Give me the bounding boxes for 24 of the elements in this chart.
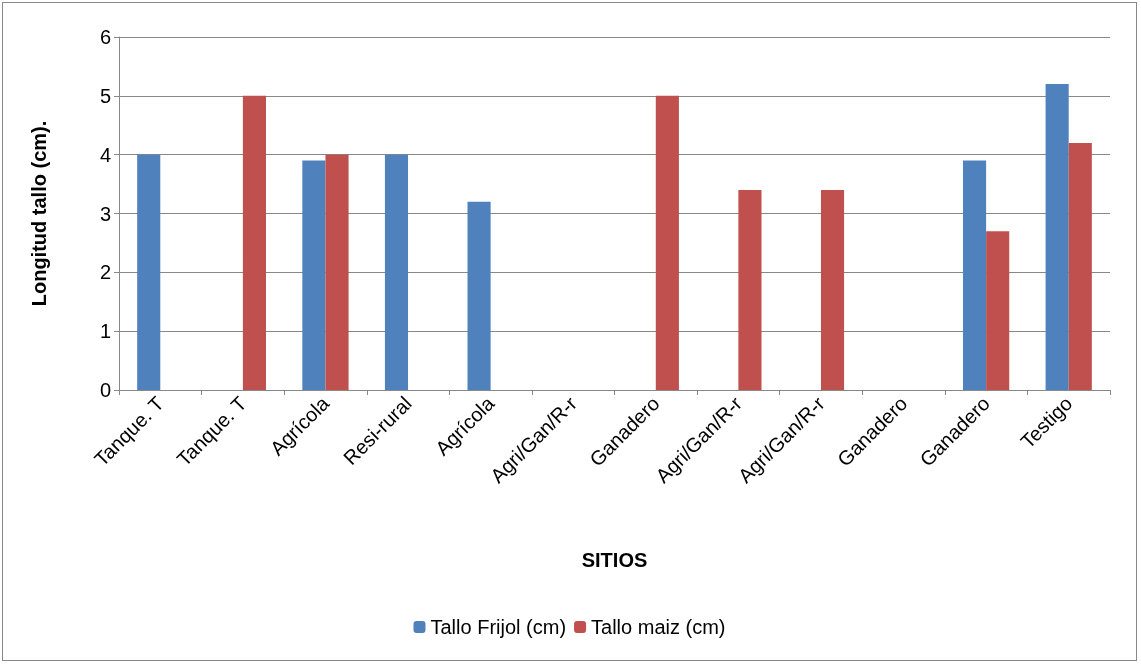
bar [242,95,266,390]
legend-label: Tallo maiz (cm) [591,616,726,638]
y-tick-label: 5 [99,84,111,107]
y-tick-label: 2 [99,261,111,284]
y-axis-title: Longitud tallo (cm). [28,120,50,307]
bar [963,160,987,390]
bar [384,154,409,390]
bar [986,231,1010,390]
bar [302,160,326,390]
bar [738,189,762,390]
y-tick-label: 6 [99,26,111,48]
y-tick-label: 0 [99,379,111,401]
legend-label: Tallo Frijol (cm) [430,616,567,638]
bar [655,95,679,390]
bar [325,154,349,390]
bar [820,189,845,390]
y-tick-label: 4 [99,143,111,166]
bar [1068,142,1092,390]
y-tick-label: 3 [99,202,111,225]
bar [1045,84,1069,390]
bar [137,154,161,390]
x-axis-title: SITIOS [581,549,648,571]
y-tick-label: 1 [99,320,111,343]
bar [467,201,491,390]
